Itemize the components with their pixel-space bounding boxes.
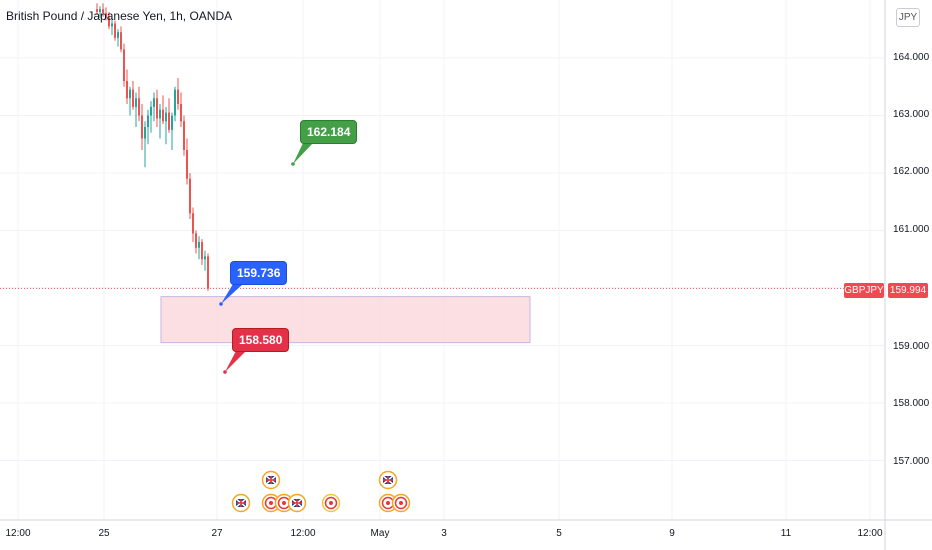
x-tick-label: 12:00 <box>857 528 883 539</box>
candle-body <box>186 150 188 179</box>
y-tick-label: 163.000 <box>893 109 930 120</box>
candle-body <box>192 213 194 234</box>
candle-body <box>198 242 200 248</box>
x-tick-label: 3 <box>441 528 447 539</box>
x-tick-label: 11 <box>780 528 792 539</box>
candle-body <box>159 109 161 119</box>
candle-body <box>120 32 122 50</box>
x-tick-label: 25 <box>98 528 110 539</box>
candle-body <box>174 89 176 116</box>
x-tick-label: May <box>370 528 390 539</box>
callout-anchor-point <box>223 370 227 374</box>
candle-body <box>123 49 125 81</box>
candle-body <box>114 23 116 38</box>
candle-body <box>204 256 206 260</box>
candle-body <box>144 127 146 139</box>
candle-body <box>177 89 179 104</box>
candle-body <box>141 115 143 139</box>
candle-body <box>138 98 140 116</box>
y-tick-label: 158.000 <box>893 398 930 409</box>
candle-body <box>180 104 182 122</box>
candle-body <box>156 98 158 119</box>
price-callout-red[interactable]: 158.580 <box>233 329 289 351</box>
candle-body <box>99 9 101 12</box>
y-tick-label: 161.000 <box>893 224 930 235</box>
candle-body <box>207 256 209 289</box>
price-callout-blue[interactable]: 159.736 <box>231 262 287 284</box>
candle-body <box>150 106 152 116</box>
event-icon <box>282 501 286 505</box>
callout-pointer <box>225 351 246 372</box>
x-tick-label: 9 <box>669 528 675 539</box>
candle-body <box>189 178 191 214</box>
candle-body <box>147 115 149 127</box>
x-tick-label: 5 <box>556 528 562 539</box>
x-tick-label: 12:00 <box>5 528 31 539</box>
x-tick-label: 27 <box>211 528 223 539</box>
candle-body <box>153 98 155 107</box>
candle-body <box>165 112 167 122</box>
last-price-badge: 159.994 <box>888 283 928 298</box>
candle-body <box>135 98 137 107</box>
candle-body <box>102 9 104 14</box>
candle-body <box>171 115 173 130</box>
callout-pointer <box>221 284 243 304</box>
callout-pointer <box>293 143 313 164</box>
currency-button[interactable]: JPY <box>896 8 920 27</box>
callout-anchor-point <box>291 162 295 166</box>
event-icon <box>386 501 390 505</box>
candle-body <box>117 32 119 38</box>
chart-title: British Pound / Japanese Yen, 1h, OANDA <box>6 9 233 23</box>
y-tick-label: 159.000 <box>893 341 930 352</box>
candle-body <box>168 112 170 130</box>
candle-body <box>132 89 134 107</box>
candle-body <box>201 242 203 260</box>
candle-body <box>195 233 197 248</box>
y-tick-label: 162.000 <box>893 166 930 177</box>
x-tick-label: 12:00 <box>290 528 316 539</box>
y-tick-label: 157.000 <box>893 456 930 467</box>
event-icon <box>269 501 273 505</box>
candle-body <box>183 121 185 150</box>
symbol-badge: GBPJPY <box>844 283 884 298</box>
candle-body <box>162 109 164 122</box>
price-callout-green[interactable]: 162.184 <box>301 121 357 143</box>
candle-body <box>126 81 128 99</box>
candle-body <box>129 89 131 99</box>
callout-anchor-point <box>219 302 223 306</box>
candle-body <box>108 17 110 27</box>
price-zone-rectangle <box>160 296 531 344</box>
candle-body <box>105 13 107 18</box>
candle-body <box>96 9 98 12</box>
candle-body <box>111 23 113 27</box>
event-icon <box>329 501 333 505</box>
event-icon <box>399 501 403 505</box>
y-tick-label: 164.000 <box>893 52 930 63</box>
